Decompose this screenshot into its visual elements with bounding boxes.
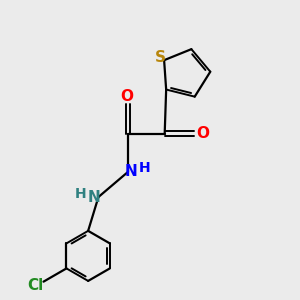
Text: S: S	[155, 50, 166, 65]
Text: O: O	[121, 88, 134, 104]
Text: H: H	[75, 187, 87, 201]
Text: N: N	[125, 164, 138, 179]
Text: O: O	[196, 126, 209, 141]
Text: N: N	[88, 190, 100, 205]
Text: Cl: Cl	[27, 278, 44, 293]
Text: H: H	[138, 160, 150, 175]
